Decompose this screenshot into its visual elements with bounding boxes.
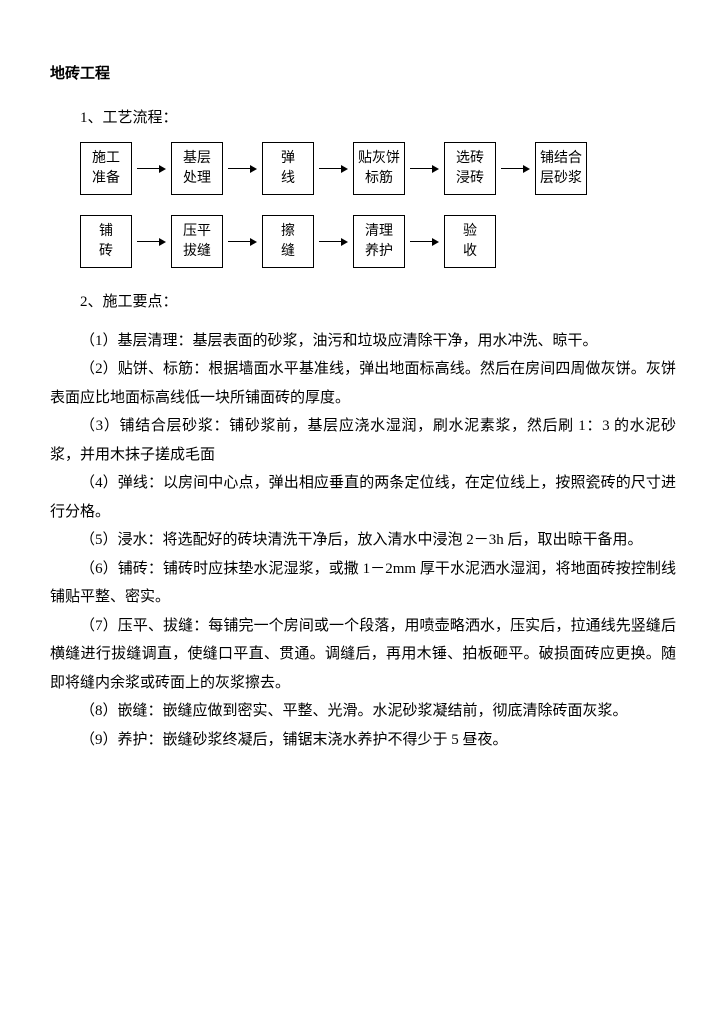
arrow-right-icon	[228, 165, 257, 173]
flow-box-line1: 验	[449, 222, 491, 242]
point-5: （5）浸水：将选配好的砖块清洗干净后，放入清水中浸泡 2－3h 后，取出晾干备用…	[50, 526, 676, 555]
flow-box-line1: 铺结合	[540, 149, 582, 169]
section1-label: 1、工艺流程：	[50, 104, 676, 133]
arrow-right-icon	[137, 238, 166, 246]
flow-box-line1: 选砖	[449, 149, 491, 169]
flow-box-line2: 缝	[267, 242, 309, 262]
flow-box-line1: 施工	[85, 149, 127, 169]
flow-box-line1: 压平	[176, 222, 218, 242]
flow-box-line2: 层砂浆	[540, 169, 582, 189]
flow-box: 施工准备	[80, 142, 132, 195]
point-4: （4）弹线：以房间中心点，弹出相应垂直的两条定位线，在定位线上，按照瓷砖的尺寸进…	[50, 469, 676, 526]
flow-box-line2: 线	[267, 169, 309, 189]
flow-box-line1: 基层	[176, 149, 218, 169]
point-3: （3）铺结合层砂浆：铺砂浆前，基层应浇水湿润，刷水泥素浆，然后刷 1：3 的水泥…	[50, 412, 676, 469]
arrow-right-icon	[319, 238, 348, 246]
point-9: （9）养护：嵌缝砂浆终凝后，铺锯末浇水养护不得少于 5 昼夜。	[50, 726, 676, 755]
flow-box-line2: 收	[449, 242, 491, 262]
flow-box-line2: 标筋	[358, 169, 400, 189]
flow-box-line2: 养护	[358, 242, 400, 262]
flow-box-line2: 拔缝	[176, 242, 218, 262]
flowchart: 施工准备基层处理弹线贴灰饼标筋选砖浸砖铺结合层砂浆 铺砖压平拔缝擦缝清理养护验收	[80, 142, 676, 268]
flow-box-line1: 铺	[85, 222, 127, 242]
flow-box: 验收	[444, 215, 496, 268]
flow-box: 基层处理	[171, 142, 223, 195]
flow-row-1: 施工准备基层处理弹线贴灰饼标筋选砖浸砖铺结合层砂浆	[80, 142, 676, 195]
flow-box-line1: 清理	[358, 222, 400, 242]
flow-box-line2: 准备	[85, 169, 127, 189]
flow-box-line2: 处理	[176, 169, 218, 189]
flow-box: 压平拔缝	[171, 215, 223, 268]
arrow-right-icon	[410, 238, 439, 246]
flow-box: 擦缝	[262, 215, 314, 268]
flow-box-line1: 贴灰饼	[358, 149, 400, 169]
arrow-right-icon	[410, 165, 439, 173]
flow-box: 弹线	[262, 142, 314, 195]
flow-box: 选砖浸砖	[444, 142, 496, 195]
flow-box-line1: 擦	[267, 222, 309, 242]
flow-box-line1: 弹	[267, 149, 309, 169]
point-7: （7）压平、拔缝：每铺完一个房间或一个段落，用喷壶略洒水，压实后，拉通线先竖缝后…	[50, 612, 676, 698]
arrow-right-icon	[228, 238, 257, 246]
point-6: （6）铺砖：铺砖时应抹垫水泥湿浆，或撒 1－2mm 厚干水泥洒水湿润，将地面砖按…	[50, 555, 676, 612]
flow-box: 贴灰饼标筋	[353, 142, 405, 195]
page-title: 地砖工程	[50, 60, 676, 89]
section2-label: 2、施工要点：	[50, 288, 676, 317]
flow-box: 清理养护	[353, 215, 405, 268]
flow-row-2: 铺砖压平拔缝擦缝清理养护验收	[80, 215, 676, 268]
flow-box-line2: 浸砖	[449, 169, 491, 189]
point-8: （8）嵌缝：嵌缝应做到密实、平整、光滑。水泥砂浆凝结前，彻底清除砖面灰浆。	[50, 697, 676, 726]
arrow-right-icon	[137, 165, 166, 173]
flow-box: 铺结合层砂浆	[535, 142, 587, 195]
arrow-right-icon	[319, 165, 348, 173]
flow-box-line2: 砖	[85, 242, 127, 262]
point-2: （2）贴饼、标筋：根据墙面水平基准线，弹出地面标高线。然后在房间四周做灰饼。灰饼…	[50, 355, 676, 412]
arrow-right-icon	[501, 165, 530, 173]
point-1: （1）基层清理：基层表面的砂浆，油污和垃圾应清除干净，用水冲洗、晾干。	[50, 327, 676, 356]
flow-box: 铺砖	[80, 215, 132, 268]
